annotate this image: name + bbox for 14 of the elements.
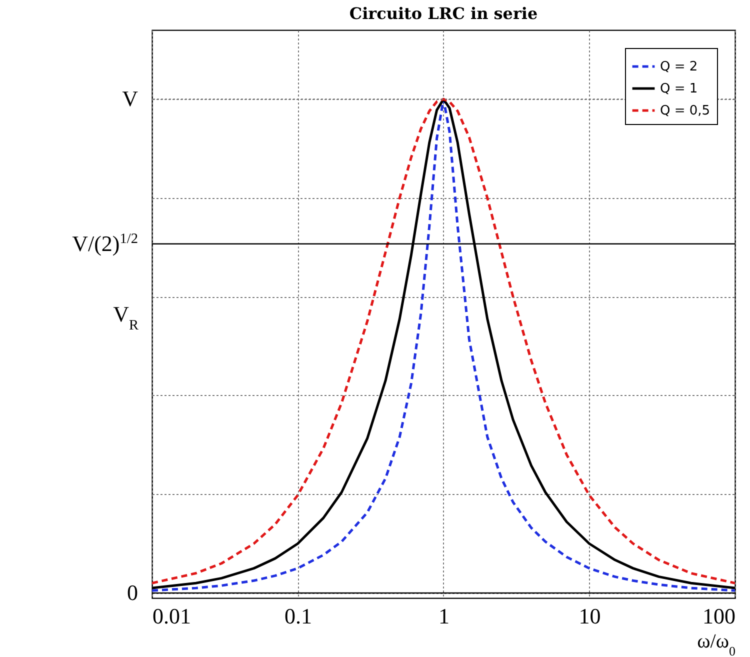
legend-label: Q = 1 bbox=[660, 82, 698, 96]
chart-title: Circuito LRC in serie bbox=[349, 4, 538, 23]
x-tick-label: 100 bbox=[702, 604, 736, 628]
x-tick-label: 10 bbox=[578, 604, 601, 628]
ref-line-label: V bbox=[122, 86, 138, 112]
y-axis-title: V$_{R}$ bbox=[113, 302, 139, 334]
x-tick-label: 1 bbox=[438, 604, 450, 628]
x-tick-label: 0.1 bbox=[284, 604, 312, 628]
x-axis-title: ω/ω$_{0}$ bbox=[697, 630, 736, 657]
legend-label: Q = 0,5 bbox=[660, 104, 710, 118]
ref-line-label: 0 bbox=[127, 580, 138, 605]
x-tick-label: 0.01 bbox=[152, 604, 191, 628]
legend-label: Q = 2 bbox=[660, 60, 698, 74]
ref-line-label: V/(2)$^{1/2}$ bbox=[72, 230, 138, 256]
